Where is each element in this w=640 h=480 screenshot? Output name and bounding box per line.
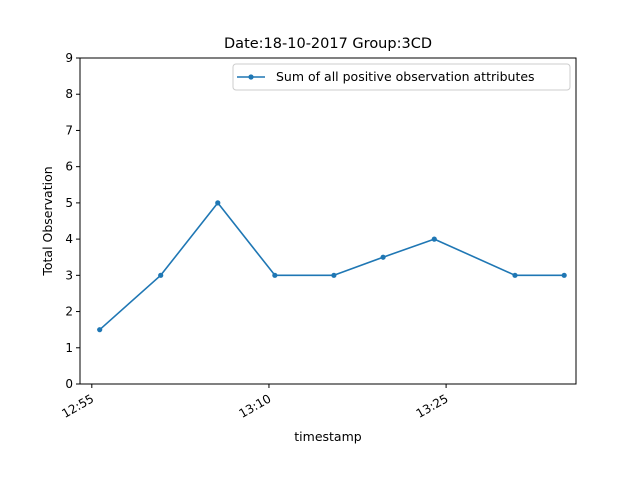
plot-frame (79, 57, 577, 385)
data-point (512, 272, 518, 278)
data-point (97, 327, 103, 333)
y-tick-label: 6 (65, 160, 73, 174)
y-tick-label: 0 (65, 377, 73, 391)
legend-box (232, 63, 571, 91)
y-tick-label: 9 (65, 51, 73, 65)
chart-title: Date:18-10-2017 Group:3CD (224, 36, 432, 52)
y-axis-label: Total Observation (40, 166, 55, 276)
data-point (380, 254, 386, 260)
legend-marker (248, 74, 254, 80)
x-tick-label: 12:55 (59, 391, 96, 420)
y-tick-label: 8 (65, 87, 73, 101)
data-point (431, 236, 437, 242)
y-tick-label: 2 (65, 305, 73, 319)
data-point (331, 272, 337, 278)
x-tick-label: 13:10 (236, 391, 273, 420)
plot-area: 0 1 2 3 4 5 6 7 8 9 12:55 13:10 13:25 Sum of all posi… (59, 51, 577, 421)
x-tick-label: 13:25 (414, 391, 451, 420)
y-tick-label: 4 (65, 232, 73, 246)
y-tick-label: 5 (65, 196, 73, 210)
legend-label: Sum of all positive observation attribut… (276, 69, 535, 84)
data-point (272, 272, 278, 278)
legend: Sum of all positive observation attribut… (232, 63, 571, 91)
data-point (561, 272, 567, 278)
y-tick-label: 7 (65, 123, 73, 137)
data-point (215, 200, 221, 206)
x-axis-label: timestamp (294, 429, 361, 444)
series-line (99, 202, 565, 331)
data-point (158, 272, 164, 278)
y-tick-label: 1 (65, 341, 73, 355)
y-tick-label: 3 (65, 268, 73, 282)
